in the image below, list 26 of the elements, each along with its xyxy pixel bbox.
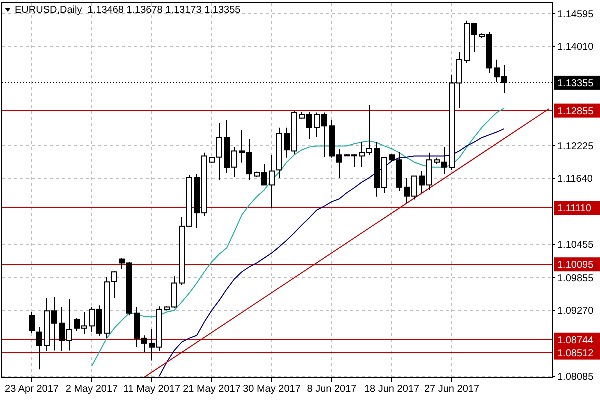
y-tick-label: 1.09270 [558,306,594,318]
x-tick-label: 8 Jun 2017 [307,384,358,395]
x-tick-label: 30 May 2017 [243,384,302,395]
x-tick-label: 27 Jun 2017 [424,384,480,395]
y-tick-label: 1.10455 [558,240,594,252]
y-tick-label: 1.11640 [558,174,594,186]
ref-line-label: 1.11110 [558,204,592,215]
y-tick-label: 1.14010 [558,42,594,53]
x-tick-label: 18 Jun 2017 [364,384,420,395]
x-tick-label: 23 Apr 2017 [5,384,60,395]
ref-line-label: 1.12855 [558,106,594,118]
y-tick-label: 1.12225 [558,141,594,152]
y-tick-label: 1.09855 [558,273,594,284]
ref-line-label: 1.08744 [558,335,594,346]
chart-title: EURUSD,Daily 1.13468 1.13678 1.13173 1.13355 [15,5,242,16]
ref-line-label: 1.13355 [558,78,594,90]
ref-line-label: 1.10095 [558,260,594,272]
x-tick-label: 2 May 2017 [66,384,119,395]
x-tick-label: 11 May 2017 [123,384,181,395]
line-series [159,128,505,377]
ref-line-label: 1.08512 [558,348,594,360]
candlestick [29,312,35,334]
x-tick-label: 21 May 2017 [183,384,242,395]
y-tick-label: 1.14595 [558,9,594,20]
y-tick-label: 1.08085 [558,372,594,384]
line-series [92,108,505,367]
